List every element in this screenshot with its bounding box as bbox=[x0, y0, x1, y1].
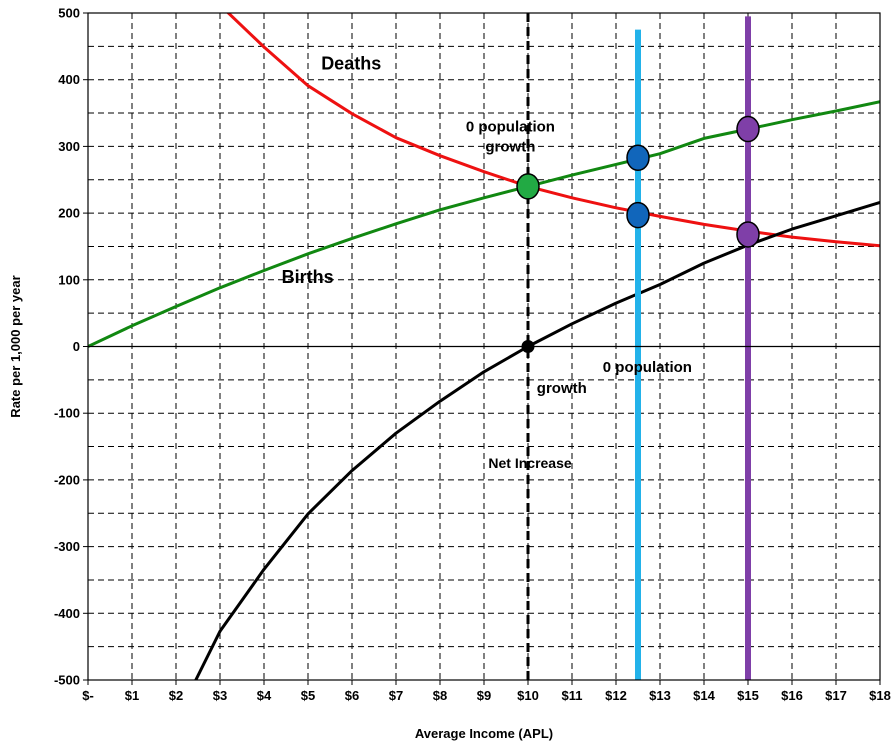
x-tick-label: $4 bbox=[257, 688, 272, 703]
data-point-marker bbox=[736, 221, 760, 248]
x-tick-label: $14 bbox=[693, 688, 715, 703]
x-tick-label: $16 bbox=[781, 688, 803, 703]
x-tick-label: $3 bbox=[213, 688, 227, 703]
y-tick-label: 300 bbox=[58, 139, 80, 154]
annotation-births: Births bbox=[282, 267, 334, 287]
x-tick-label: $8 bbox=[433, 688, 447, 703]
x-tick-label: $17 bbox=[825, 688, 847, 703]
y-axis-title: Rate per 1,000 per year bbox=[8, 275, 23, 417]
data-point-marker bbox=[516, 173, 540, 200]
x-tick-label: $18 bbox=[869, 688, 891, 703]
y-tick-label: 500 bbox=[58, 6, 80, 21]
x-tick-label: $11 bbox=[562, 688, 583, 703]
annotations: Deaths Births 0 population growth 0 populati… bbox=[282, 54, 692, 471]
y-tick-label: -300 bbox=[54, 539, 80, 554]
x-tick-label: $5 bbox=[301, 688, 315, 703]
y-tick-label: -200 bbox=[54, 472, 80, 487]
x-tick-label: $13 bbox=[649, 688, 671, 703]
y-tick-label: 100 bbox=[58, 272, 80, 287]
x-tick-label: $9 bbox=[477, 688, 491, 703]
axes: -500 -400 -300 -200 -100 0 100 200 300 400 500 $- $1… bbox=[54, 6, 891, 704]
data-point-marker bbox=[626, 144, 650, 171]
annotation-zpg-top-2: growth bbox=[485, 139, 535, 156]
x-tick-label: $10 bbox=[517, 688, 539, 703]
annotation-zpg-bottom-2: growth bbox=[537, 380, 587, 397]
annotation-zpg-bottom-1: 0 population bbox=[603, 359, 692, 376]
x-axis-title: Average Income (APL) bbox=[415, 726, 553, 741]
y-tick-label: -400 bbox=[54, 606, 80, 621]
x-tick-label: $- bbox=[82, 688, 94, 703]
x-tick-label: $7 bbox=[389, 688, 403, 703]
annotation-zpg-top-1: 0 population bbox=[466, 119, 555, 136]
x-tick-label: $1 bbox=[125, 688, 139, 703]
data-point-marker bbox=[626, 201, 650, 229]
x-tick-label: $2 bbox=[169, 688, 183, 703]
data-point-marker bbox=[736, 115, 760, 143]
x-tick-label: $15 bbox=[737, 688, 759, 703]
y-tick-label: 400 bbox=[58, 72, 80, 87]
y-tick-label: 200 bbox=[58, 206, 80, 221]
annotation-net-increase: Net Increase bbox=[488, 455, 571, 471]
y-tick-label: -100 bbox=[54, 406, 80, 421]
markers bbox=[516, 115, 760, 353]
annotation-deaths: Deaths bbox=[321, 54, 381, 74]
y-tick-label: 0 bbox=[73, 339, 80, 354]
x-tick-label: $6 bbox=[345, 688, 359, 703]
series-line-deaths bbox=[226, 13, 880, 248]
y-tick-label: -500 bbox=[54, 673, 80, 688]
x-tick-label: $12 bbox=[605, 688, 627, 703]
